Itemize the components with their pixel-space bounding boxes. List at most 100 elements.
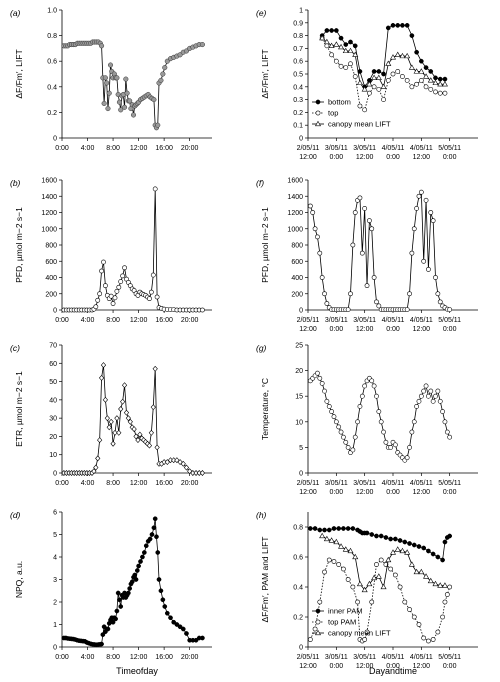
data-point [152,365,158,372]
data-point [350,447,356,453]
data-point [421,258,427,264]
x-tick-label: 12:00 [130,480,148,487]
data-point [385,60,392,66]
x-axis-title-right: Dayandtime [369,666,417,676]
data-point [423,84,429,90]
data-point [392,442,398,448]
data-point [418,393,424,399]
data-point [141,550,147,555]
data-point [104,415,110,422]
y-tick-label: 0 [53,471,57,478]
x-tick-label: 16:00 [155,654,173,661]
data-point [426,638,431,644]
data-point [331,414,337,420]
data-point [350,584,356,590]
data-point [115,590,121,596]
data-point [180,460,186,467]
data-point [160,597,166,603]
data-point [326,404,332,409]
data-point [331,526,337,531]
data-point [158,77,164,83]
legend-marker [315,608,321,614]
x-tick-label: 0:00 [55,480,69,487]
data-point [366,90,372,96]
legend-marker [315,99,321,105]
data-point [362,206,368,211]
data-point [357,404,363,409]
data-point [343,42,349,47]
data-point [409,33,415,38]
data-point [147,536,153,542]
data-point [125,415,131,422]
data-point [402,539,408,545]
data-point [447,434,453,440]
x-tick-label: 16:00 [155,145,173,152]
data-point [131,426,137,433]
data-point [322,527,327,533]
data-point [414,206,420,211]
data-point [426,266,431,272]
data-point [152,186,158,192]
data-point [355,419,360,425]
data-point [199,470,206,476]
panel-5: 0 200 400 600 800 1000 1200 1400 1600 2/05/11 12:0… [256,178,478,333]
y-tick-label: 600 [45,259,57,266]
data-point [110,301,116,306]
data-point [155,122,161,128]
data-point [371,69,377,74]
data-point [366,580,373,587]
data-point [350,242,356,248]
data-point [174,457,180,464]
data-point [117,597,122,603]
legend-marker [315,110,321,116]
data-point [151,525,157,531]
y-tick-label: 0.8 [293,525,303,532]
x-tick-label: 2/05/11 12:00 [297,654,320,670]
data-point [352,210,358,215]
data-point [416,544,422,549]
data-point [345,526,351,531]
y-tick-label: 15 [295,394,303,401]
y-tick-label: 1 [299,8,303,15]
panel-4: 0 0.1 0.2 0.3 0.4 0.5 0.6 0.7 0.8 0.9 1 2/05/11 12:0… [256,8,478,161]
data-point [127,98,133,104]
data-point [414,81,420,87]
data-point [168,615,173,621]
data-point [428,210,434,215]
data-point [414,49,419,55]
x-tick-label: 4/05/11 0:00 [382,145,405,161]
data-point [140,554,145,560]
data-point [440,409,445,414]
data-point [130,112,137,118]
x-tick-label: 4/05/11 12:00 [410,145,433,161]
y-tick-label: 1600 [41,178,57,185]
data-point [199,42,205,48]
data-point [319,34,326,41]
y-tick-label: 2 [53,600,57,607]
data-point [394,546,401,552]
y-tick-label: 0.4 [47,84,57,91]
x-tick-label: 2/05/11 12:00 [297,317,320,333]
data-point [359,250,365,256]
data-point [447,307,453,312]
data-point [423,197,429,203]
data-point [93,464,99,471]
data-point [423,65,429,70]
data-point [121,382,128,389]
data-point [200,307,205,313]
data-point [433,75,438,81]
data-point [133,433,139,440]
data-point [110,440,116,447]
axis-lines [307,512,478,648]
data-point [162,604,168,609]
data-point [180,626,186,632]
data-point [421,388,427,394]
data-point [123,409,130,416]
legend-entry: top PAM [328,618,356,627]
data-point [99,43,105,49]
data-point [308,526,313,531]
axis-lines [61,345,212,474]
legend-marker [314,629,322,636]
data-point [375,573,382,579]
y-tick-label: 10 [295,419,303,426]
